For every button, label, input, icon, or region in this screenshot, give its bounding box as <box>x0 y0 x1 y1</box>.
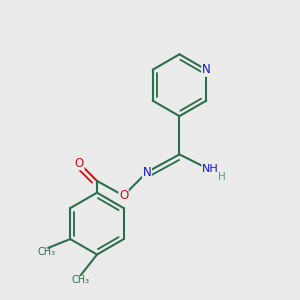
Text: N: N <box>202 63 211 76</box>
Text: N: N <box>143 166 152 178</box>
Text: H: H <box>218 172 226 182</box>
Text: NH: NH <box>202 164 219 174</box>
Text: O: O <box>75 157 84 170</box>
Text: CH₃: CH₃ <box>72 274 90 285</box>
Text: CH₃: CH₃ <box>38 247 56 257</box>
Text: O: O <box>119 189 128 202</box>
